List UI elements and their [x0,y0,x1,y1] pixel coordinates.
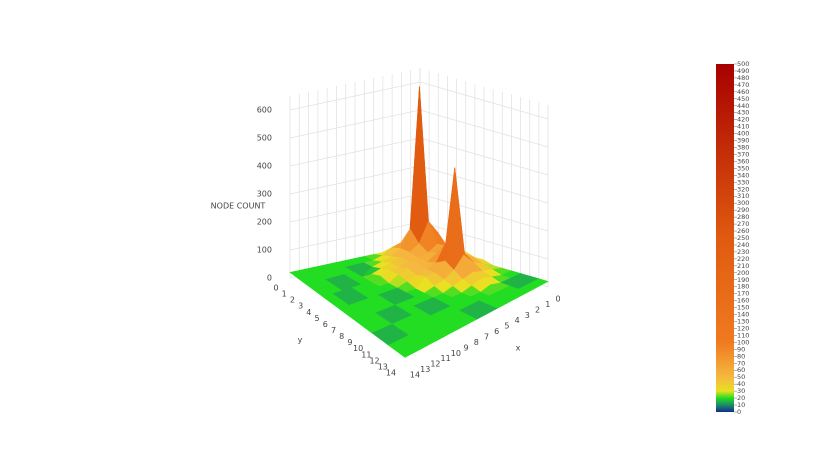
colorbar-tick-label: 220 [737,255,749,263]
colorbar-tick-label: 270 [737,220,749,228]
z-tick-label: 0 [267,274,272,283]
x-tick-label: 13 [420,365,430,374]
y-tick-label: 4 [306,308,311,317]
x-tick-label: 4 [515,316,520,325]
colorbar-tick-label: 20 [737,394,745,402]
colorbar-tick-label: 450 [737,95,749,103]
y-tick-label: 14 [386,369,396,378]
colorbar-tick-label: 500 [737,60,749,68]
colorbar-tick-label: 460 [737,88,749,96]
z-tick-label: 400 [257,162,272,171]
x-tick-label: 9 [464,343,469,352]
surface-cell [396,345,416,358]
x-tick-label: 12 [430,360,440,369]
x-tick-label: 6 [494,327,499,336]
colorbar-tick-label: 190 [737,276,749,284]
colorbar-tick-label: 410 [737,123,749,131]
x-tick-label: 8 [474,338,479,347]
y-tick-label: 5 [315,314,320,323]
colorbar-tick-label: 290 [737,206,749,214]
z-axis-title: NODE COUNT [211,202,266,211]
colorbar-tick-label: 70 [737,359,745,367]
surface-cell [409,86,429,245]
colorbar-tick-label: 160 [737,297,749,305]
colorbar-tick-label: 110 [737,331,749,339]
x-tick-label: 0 [555,295,560,304]
y-axis-title: y [298,336,303,345]
x-tick-label: 7 [484,333,489,342]
colorbar-tick-label: 380 [737,144,749,152]
colorbar-tick-label: 470 [737,81,749,89]
colorbar-tick-label: 280 [737,213,749,221]
colorbar-tick-label: 40 [737,380,745,388]
colorbar-tick-label: 480 [737,74,749,82]
x-tick-label: 11 [441,354,451,363]
colorbar-tick-label: 120 [737,324,749,332]
colorbar-tick-label: 330 [737,178,749,186]
colorbar-tick-label: 360 [737,157,749,165]
colorbar-tick-label: 390 [737,137,749,145]
colorbar-tick-label: 250 [737,234,749,242]
colorbar-tick-label: 150 [737,304,749,312]
colorbar-tick-label: 300 [737,199,749,207]
colorbar-tick-label: 180 [737,283,749,291]
x-tick-label: 14 [410,371,420,380]
colorbar-tick-label: 230 [737,248,749,256]
colorbar-tick-label: 100 [737,338,749,346]
colorbar-tick-label: 430 [737,109,749,117]
y-tick-label: 6 [323,320,328,329]
colorbar-tick-label: 200 [737,269,749,277]
colorbar-tick-label: 420 [737,116,749,124]
colorbar-tick-label: 320 [737,185,749,193]
colorbar-tick-label: 400 [737,130,749,138]
colorbar-tick-label: 80 [737,352,745,360]
y-tick-label: 13 [378,362,388,371]
colorbar-tick-label: 370 [737,150,749,158]
colorbar-tick-label: 90 [737,345,745,353]
y-tick-label: 11 [361,350,371,359]
x-tick-label: 2 [535,305,540,314]
y-tick-label: 3 [298,302,303,311]
y-tick-label: 7 [331,326,336,335]
x-tick-label: 10 [451,349,461,358]
colorbar-tick-label: 130 [737,318,749,326]
colorbar-tick-label: 30 [737,387,745,395]
y-tick-label: 2 [290,296,295,305]
x-tick-label: 3 [525,311,530,320]
y-tick-label: 1 [282,290,287,299]
colorbar-tick-label: 310 [737,192,749,200]
colorbar-tick-label: 140 [737,311,749,319]
colorbar [716,64,734,412]
colorbar-tick-label: 10 [737,401,745,409]
colorbar-tick-label: 170 [737,290,749,298]
colorbar-tick-label: 350 [737,164,749,172]
colorbar-tick-label: 340 [737,171,749,179]
x-axis-title: x [516,344,521,353]
colorbar-tick-label: 240 [737,241,749,249]
colorbar-tick-label: 490 [737,67,749,75]
z-tick-label: 500 [257,134,272,143]
z-tick-label: 300 [257,190,272,199]
z-tick-label: 600 [257,106,272,115]
colorbar-tick-label: 60 [737,366,745,374]
colorbar-tick-label: 210 [737,262,749,270]
y-tick-label: 12 [369,356,379,365]
x-tick-label: 5 [504,322,509,331]
x-tick-label: 1 [545,300,550,309]
y-tick-label: 0 [273,284,278,293]
z-tick-label: 200 [257,218,272,227]
colorbar-tick-label: 440 [737,102,749,110]
z-tick-label: 100 [257,246,272,255]
y-tick-label: 10 [353,344,363,353]
colorbar-tick-label: 50 [737,373,745,381]
y-tick-label: 9 [347,338,352,347]
colorbar-tick-label: 0 [737,408,741,416]
y-tick-label: 8 [339,332,344,341]
colorbar-tick-label: 260 [737,227,749,235]
